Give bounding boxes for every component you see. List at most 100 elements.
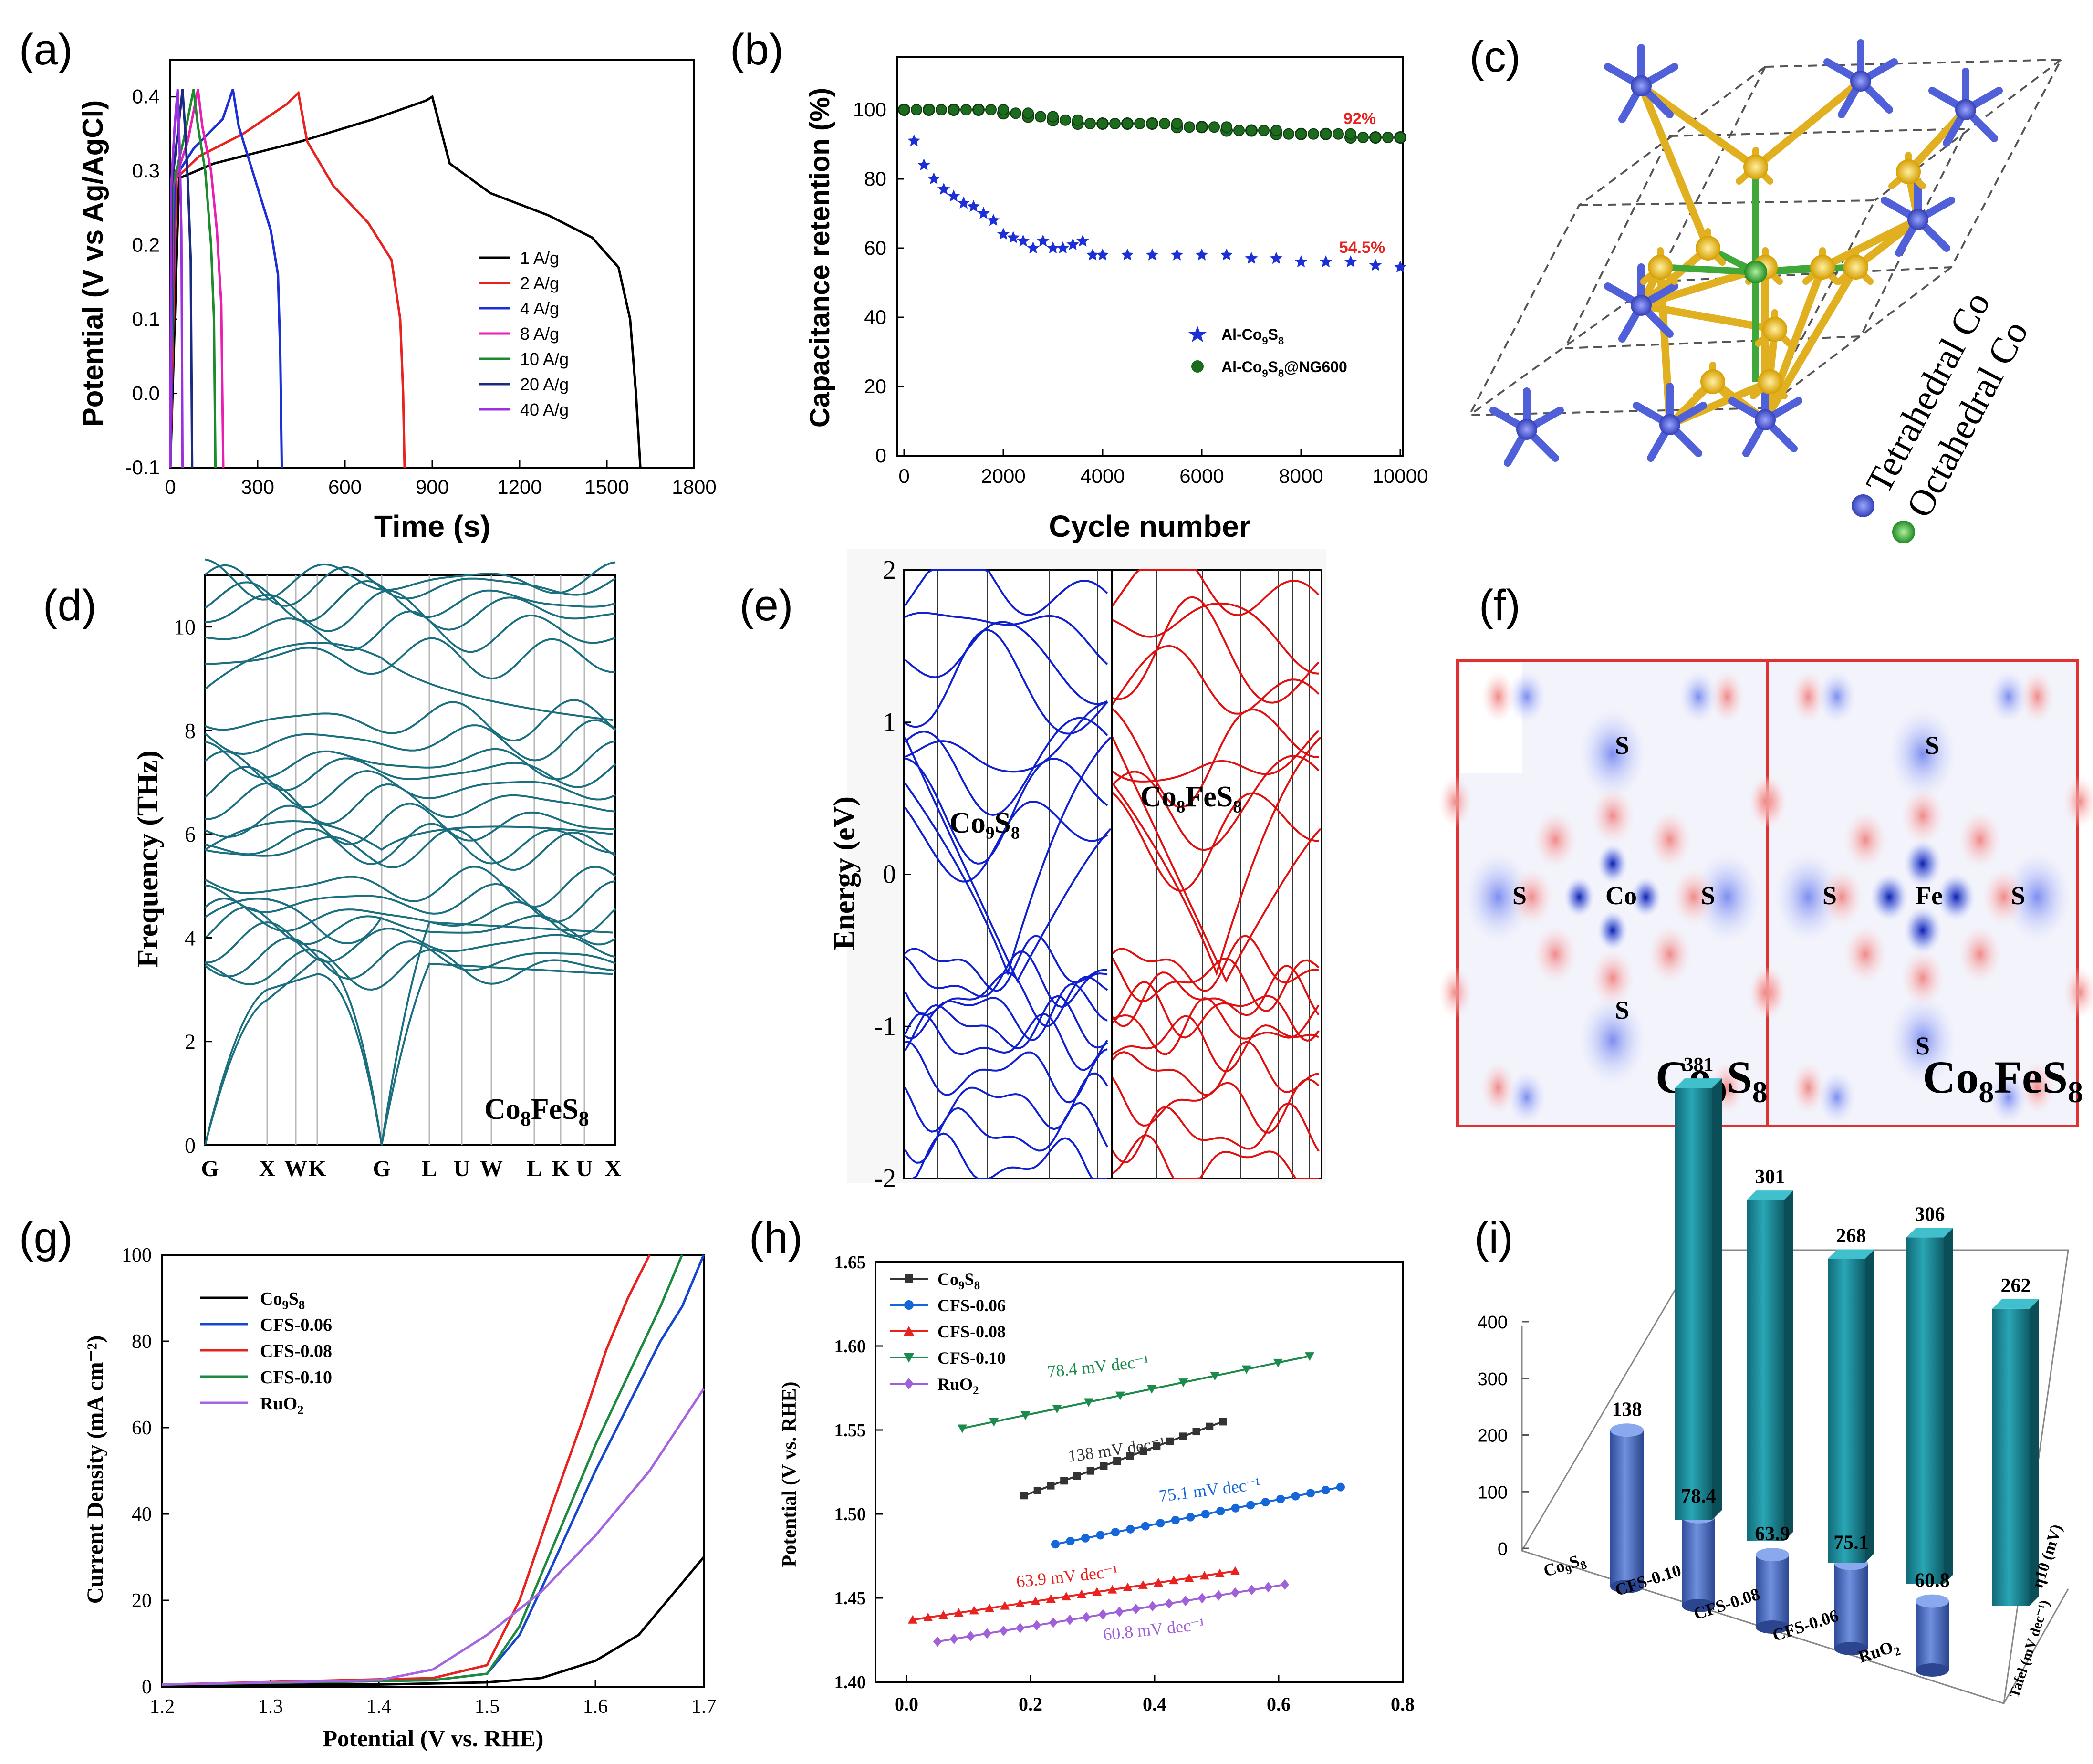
y-tick-label: 80	[132, 1331, 152, 1353]
bond-co-s	[1852, 216, 1922, 271]
series-line-8 A/g	[169, 89, 225, 468]
data-point-star	[1086, 248, 1099, 261]
bar-tafel-base	[1682, 1599, 1715, 1612]
bar-eta10	[1747, 1200, 1784, 1541]
bar-eta10-side	[1712, 1078, 1722, 1520]
f-right-s-bottom: S	[1916, 1032, 1930, 1060]
chart-h: 0.0 0.2 0.4 0.6 0.81.401.451.501.551.601.65 …	[779, 1253, 1415, 1715]
f-right-title: Co8FeS8	[1923, 1052, 2083, 1109]
band-line	[904, 1072, 1108, 1133]
bar-value-label: 381	[1684, 1054, 1714, 1076]
charge-lobe-s	[1579, 995, 1646, 1086]
chart-b-legend: Al-Co9S8 Al-Co9S8@NG600	[1188, 326, 1347, 379]
bar-tafel	[1916, 1601, 1949, 1670]
band-line	[1112, 957, 1320, 1012]
y-tick-label: 0	[883, 860, 896, 889]
bar-tafel	[1682, 1516, 1715, 1606]
data-point-diamond	[1214, 1590, 1223, 1601]
data-point-triangle	[1273, 1358, 1283, 1367]
data-point-square	[1219, 1418, 1227, 1426]
y-tick-label: 60	[132, 1417, 152, 1439]
bar-value-label: 301	[1755, 1166, 1785, 1188]
k-label: L	[422, 1156, 437, 1181]
slope-label: 75.1 mV dec⁻¹	[1158, 1474, 1261, 1505]
data-point-circle	[1270, 125, 1282, 136]
data-point-triangle	[1061, 1592, 1071, 1601]
legend-label: 4 A/g	[520, 299, 559, 318]
data-point-square	[1206, 1422, 1214, 1430]
y-tick-label: 1.40	[834, 1672, 866, 1692]
data-point-circle	[1060, 114, 1071, 126]
f-right-center: Fe	[1916, 881, 1943, 910]
charge-lobe-corner	[1989, 670, 2028, 723]
series-line-RuO2	[162, 1388, 705, 1686]
chart-b-annotation-92: 92%	[1343, 110, 1376, 128]
band-line	[905, 1041, 1108, 1104]
data-point-circle	[960, 104, 972, 115]
data-point-circle	[1320, 128, 1332, 140]
charge-lobe-red	[1591, 950, 1634, 1007]
charge-lobe-center	[1904, 907, 1942, 954]
data-point-triangle	[1154, 1577, 1164, 1587]
data-point-star	[1066, 238, 1079, 251]
data-point-triangle	[908, 1615, 917, 1624]
data-point-circle	[973, 104, 984, 115]
data-point-triangle	[1077, 1589, 1087, 1598]
series-line-CFS-0.08	[162, 1254, 651, 1686]
panel-label-d: (d)	[43, 581, 96, 630]
band-line	[1112, 596, 1320, 704]
x-tick-label: 0	[898, 465, 909, 487]
x-tick-label: 1.2	[150, 1696, 175, 1718]
legend-marker	[904, 1378, 914, 1389]
band-line	[1112, 755, 1320, 851]
chart-d-ylabel: Frequency (THz)	[132, 750, 164, 967]
data-point-square	[1139, 1447, 1147, 1455]
band-line	[1112, 737, 1322, 976]
data-point-circle	[1159, 118, 1170, 129]
charge-lobe-corner	[1989, 1071, 2028, 1124]
atom-sulfur	[1696, 236, 1720, 261]
legend-star-marker	[1188, 326, 1207, 342]
data-point-triangle	[1169, 1576, 1179, 1585]
data-point-star	[1046, 241, 1060, 254]
x-tick-label: 1.4	[366, 1696, 392, 1718]
bar-eta10-side	[1784, 1190, 1793, 1541]
data-point-square	[1073, 1472, 1081, 1480]
legend-label: 2 A/g	[520, 273, 559, 293]
band-line	[905, 701, 1108, 773]
optical-branch	[205, 558, 616, 601]
bar-tafel-base	[1756, 1620, 1789, 1634]
k-label: W	[284, 1156, 307, 1181]
band-line	[1112, 935, 1319, 992]
optical-branch	[205, 866, 616, 908]
data-point-square	[1100, 1462, 1108, 1470]
data-point-circle	[1201, 1510, 1210, 1519]
data-point-circle	[1126, 1524, 1135, 1534]
series-line-CFS-0.06	[162, 1254, 705, 1686]
f-left-s-left: S	[1512, 881, 1527, 910]
data-point-triangle	[989, 1418, 999, 1427]
data-point-star	[947, 189, 960, 202]
data-point-diamond	[1181, 1596, 1190, 1607]
x-tick-label: 1200	[497, 476, 541, 498]
bar-value-label: 63.9	[1755, 1523, 1790, 1545]
x-tick-label: 1.3	[258, 1696, 283, 1718]
data-point-circle	[1221, 121, 1232, 133]
data-point-star	[907, 134, 921, 146]
band-line	[904, 935, 1108, 992]
data-point-square	[1192, 1428, 1200, 1436]
series-line-2 A/g	[169, 90, 406, 468]
data-point-diamond	[999, 1625, 1008, 1636]
data-point-circle	[1208, 121, 1220, 133]
optical-branch	[204, 750, 616, 792]
charge-lobe-s	[1579, 709, 1646, 799]
charge-lobe-red	[1648, 811, 1691, 868]
fit-line	[962, 1355, 1310, 1430]
legend-label: RuO2	[260, 1394, 303, 1417]
data-point-circle	[1084, 118, 1096, 129]
x-tick-label: 600	[328, 476, 362, 498]
x-tick-label: 1800	[672, 476, 716, 498]
bar-eta10-top	[1747, 1190, 1793, 1200]
optical-branch	[204, 898, 383, 944]
data-point-circle	[1321, 1485, 1330, 1494]
